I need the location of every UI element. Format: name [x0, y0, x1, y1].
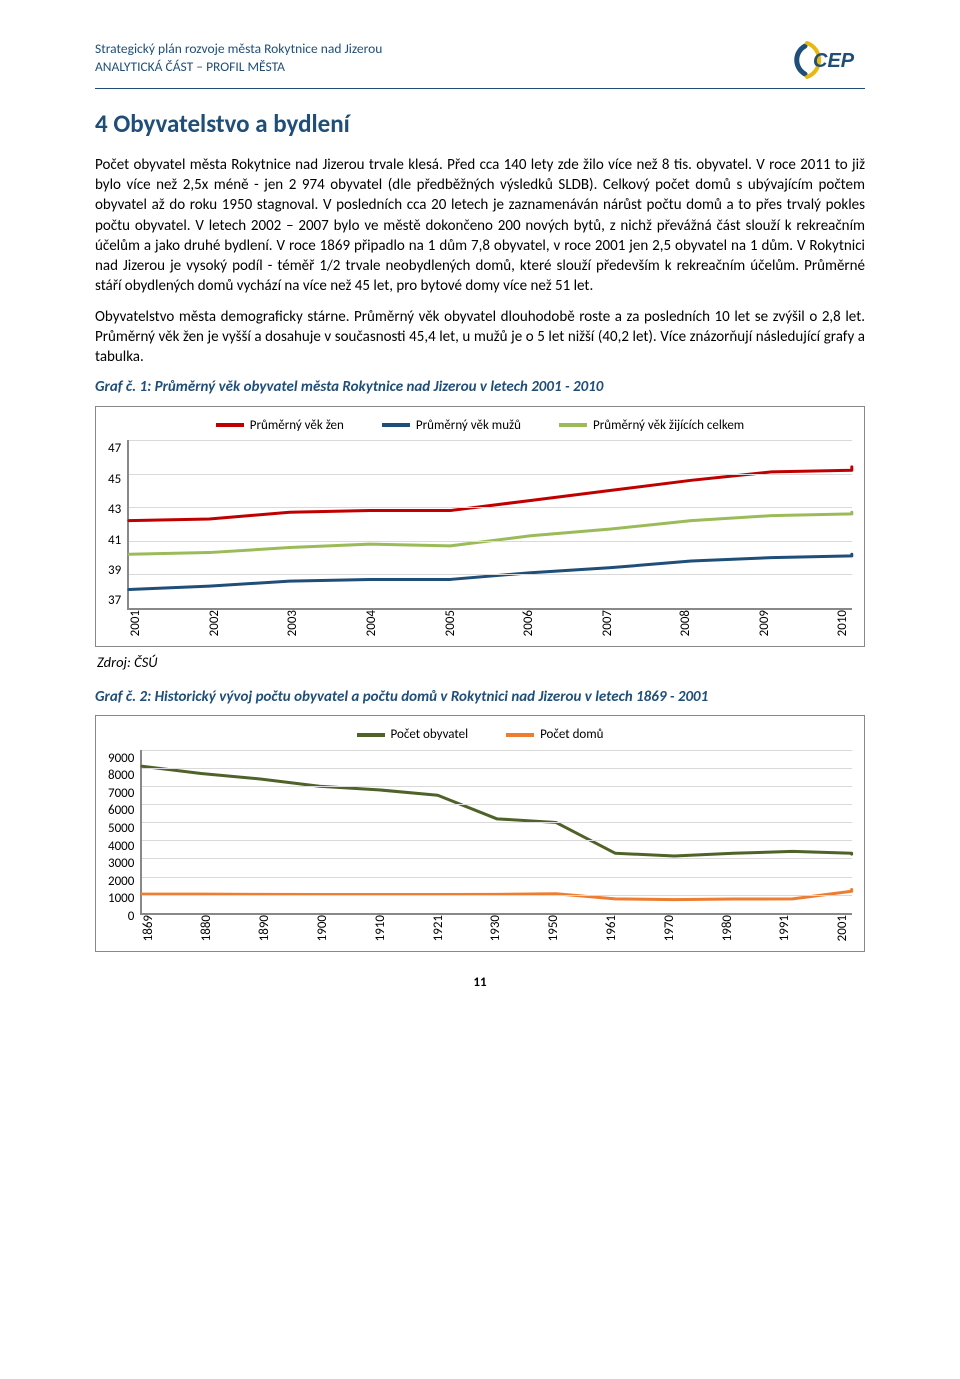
x-tick: 1880 [198, 915, 216, 945]
legend-label: Počet domů [540, 726, 603, 744]
legend-item: Počet domů [506, 726, 603, 744]
y-tick: 5000 [108, 820, 134, 838]
x-tick: 1921 [430, 915, 448, 945]
x-tick: 2001 [127, 610, 145, 640]
doc-header-text: Strategický plán rozvoje města Rokytnice… [95, 40, 382, 76]
x-tick: 2006 [520, 610, 538, 640]
legend-label: Počet obyvatel [391, 726, 469, 744]
chart2-legend: Počet obyvatel Počet domů [108, 726, 852, 744]
x-tick: 1910 [372, 915, 390, 945]
y-tick: 37 [108, 592, 121, 610]
chart1-y-axis: 47 45 43 41 39 37 [108, 440, 127, 610]
y-tick: 8000 [108, 767, 134, 785]
y-tick: 4000 [108, 838, 134, 856]
logo-text: CEP [813, 50, 855, 72]
chart1-source: Zdroj: ČSÚ [97, 653, 865, 673]
chart1-plot [127, 440, 852, 610]
x-tick: 2003 [284, 610, 302, 640]
y-tick: 43 [108, 501, 121, 519]
legend-label: Průměrný věk žen [250, 417, 344, 435]
x-tick: 1950 [545, 915, 563, 945]
x-tick: 1930 [487, 915, 505, 945]
x-tick: 2002 [206, 610, 224, 640]
y-tick: 0 [128, 908, 135, 926]
y-tick: 9000 [108, 750, 134, 768]
legend-item: Průměrný věk žen [216, 417, 344, 435]
y-tick: 39 [108, 562, 121, 580]
x-tick: 2009 [756, 610, 774, 640]
paragraph-1: Počet obyvatel města Rokytnice nad Jizer… [95, 155, 865, 297]
y-tick: 6000 [108, 802, 134, 820]
x-tick: 1970 [661, 915, 679, 945]
paragraph-2: Obyvatelstvo města demograficky stárne. … [95, 307, 865, 368]
x-tick: 2004 [363, 610, 381, 640]
header-line2: ANALYTICKÁ ČÁST – PROFIL MĚSTA [95, 58, 382, 76]
legend-label: Průměrný věk žijících celkem [593, 417, 744, 435]
x-tick: 1961 [603, 915, 621, 945]
chart2-title: Graf č. 2: Historický vývoj počtu obyvat… [95, 687, 865, 707]
x-tick: 1980 [719, 915, 737, 945]
x-tick: 1900 [314, 915, 332, 945]
y-tick: 47 [108, 440, 121, 458]
series-line [129, 554, 852, 589]
chart2-plot [140, 750, 852, 915]
y-tick: 2000 [108, 873, 134, 891]
x-tick: 1991 [776, 915, 794, 945]
chart2-y-axis: 9000800070006000500040003000200010000 [108, 750, 140, 915]
y-tick: 3000 [108, 855, 134, 873]
header-line1: Strategický plán rozvoje města Rokytnice… [95, 40, 382, 58]
chart2-frame: Počet obyvatel Počet domů 900080007000600… [95, 715, 865, 952]
header-rule [95, 88, 865, 89]
legend-item: Počet obyvatel [357, 726, 469, 744]
x-tick: 2008 [677, 610, 695, 640]
y-tick: 7000 [108, 785, 134, 803]
x-tick: 2005 [442, 610, 460, 640]
section-heading: 4 Obyvatelstvo a bydlení [95, 107, 865, 141]
chart2-x-axis: 1869 1880 1890 1900 1910 1921 1930 1950 1961 1970… [140, 915, 852, 945]
y-tick: 41 [108, 532, 121, 550]
series-line [129, 512, 852, 554]
y-tick: 45 [108, 471, 121, 489]
chart1-title: Graf č. 1: Průměrný věk obyvatel města R… [95, 377, 865, 397]
series-line [142, 766, 852, 856]
series-line [129, 467, 852, 521]
chart1-frame: Průměrný věk žen Průměrný věk mužů Průměrn… [95, 406, 865, 648]
x-tick: 2010 [834, 610, 852, 640]
x-tick: 2007 [599, 610, 617, 640]
chart1-legend: Průměrný věk žen Průměrný věk mužů Průměrn… [108, 417, 852, 435]
page-number: 11 [95, 974, 865, 992]
y-tick: 1000 [108, 890, 134, 908]
x-tick: 2001 [834, 915, 852, 945]
cep-logo: CEP [787, 40, 865, 80]
x-tick: 1869 [140, 915, 158, 945]
legend-item: Průměrný věk mužů [382, 417, 521, 435]
legend-label: Průměrný věk mužů [416, 417, 521, 435]
legend-item: Průměrný věk žijících celkem [559, 417, 744, 435]
chart1-x-axis: 2001 2002 2003 2004 2005 2006 2007 2008 2009 2010 [127, 610, 852, 640]
x-tick: 1890 [256, 915, 274, 945]
